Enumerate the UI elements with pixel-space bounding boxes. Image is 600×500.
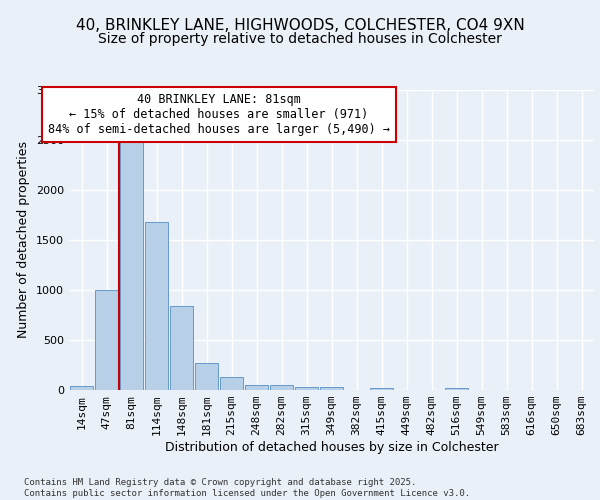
Bar xyxy=(370,388,394,390)
Bar xyxy=(170,306,193,390)
Bar xyxy=(295,386,319,390)
Bar xyxy=(220,377,244,390)
Bar xyxy=(145,222,169,390)
Bar xyxy=(245,384,268,390)
Bar xyxy=(445,388,469,390)
X-axis label: Distribution of detached houses by size in Colchester: Distribution of detached houses by size … xyxy=(164,441,499,454)
Bar xyxy=(119,141,143,390)
Text: 40 BRINKLEY LANE: 81sqm
← 15% of detached houses are smaller (971)
84% of semi-d: 40 BRINKLEY LANE: 81sqm ← 15% of detache… xyxy=(47,93,389,136)
Bar xyxy=(269,385,293,390)
Bar xyxy=(194,362,218,390)
Bar xyxy=(70,386,94,390)
Y-axis label: Number of detached properties: Number of detached properties xyxy=(17,142,31,338)
Bar xyxy=(95,290,118,390)
Text: Size of property relative to detached houses in Colchester: Size of property relative to detached ho… xyxy=(98,32,502,46)
Text: Contains HM Land Registry data © Crown copyright and database right 2025.
Contai: Contains HM Land Registry data © Crown c… xyxy=(24,478,470,498)
Text: 40, BRINKLEY LANE, HIGHWOODS, COLCHESTER, CO4 9XN: 40, BRINKLEY LANE, HIGHWOODS, COLCHESTER… xyxy=(76,18,524,32)
Bar xyxy=(320,387,343,390)
